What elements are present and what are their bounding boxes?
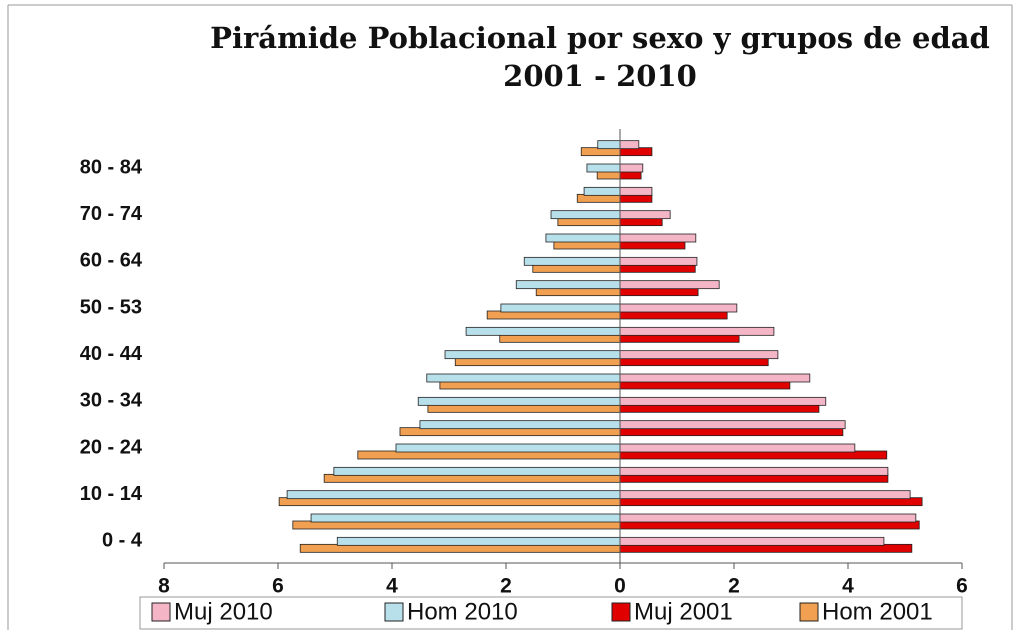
legend-swatch: [384, 602, 404, 622]
y-tick-label: 70 - 74: [80, 203, 143, 225]
bar: [619, 420, 846, 430]
bar: [619, 186, 653, 196]
bar: [619, 443, 856, 453]
bar: [619, 536, 885, 546]
y-tick-label: 0 - 4: [102, 530, 143, 552]
bar: [619, 396, 827, 406]
bar: [550, 210, 621, 220]
legend-swatch: [611, 602, 631, 622]
legend-label: Muj 2001: [634, 598, 733, 625]
bar: [619, 280, 720, 290]
legend-swatch: [799, 602, 819, 622]
bar: [619, 490, 911, 500]
bar: [619, 350, 779, 360]
legend-box: [139, 596, 963, 630]
x-tick-label: 8: [158, 575, 170, 598]
bar: [286, 490, 621, 500]
bar: [336, 536, 621, 546]
x-tick-label: 2: [728, 575, 740, 598]
bar: [619, 326, 775, 336]
bar: [545, 233, 621, 243]
x-tick-label: 6: [272, 575, 284, 598]
bar: [465, 326, 621, 336]
x-tick-label: 6: [956, 575, 968, 598]
x-tick-label: 0: [614, 575, 626, 598]
y-tick-label: 20 - 24: [80, 436, 143, 458]
y-tick-label: 80 - 84: [80, 156, 143, 178]
bar: [426, 373, 621, 383]
chart-title: Pirámide Poblacional por sexo y grupos d…: [210, 21, 990, 55]
bar: [444, 350, 621, 360]
y-tick-label: 10 - 14: [80, 483, 143, 505]
bar: [500, 303, 621, 313]
bar: [619, 303, 738, 313]
bar: [619, 140, 640, 150]
y-tick-label: 40 - 44: [80, 343, 143, 365]
bar: [619, 373, 811, 383]
legend-swatch: [151, 602, 171, 622]
legend-label: Muj 2010: [174, 598, 273, 625]
bar: [310, 513, 621, 523]
legend-label: Hom 2001: [822, 598, 933, 625]
bar: [597, 140, 621, 150]
x-tick-label: 2: [500, 575, 512, 598]
bar: [619, 210, 671, 220]
bar: [419, 420, 621, 430]
x-tick-label: 4: [386, 575, 398, 598]
bar: [619, 233, 697, 243]
bar: [515, 280, 621, 290]
chart-subtitle: 2001 - 2010: [503, 59, 697, 93]
legend-label: Hom 2010: [407, 598, 518, 625]
bar: [583, 186, 621, 196]
y-tick-label: 60 - 64: [80, 250, 143, 272]
bar: [417, 396, 621, 406]
bar: [619, 513, 917, 523]
bar: [523, 256, 621, 266]
x-tick-label: 4: [842, 575, 854, 598]
y-tick-label: 30 - 34: [80, 390, 143, 412]
bar: [619, 466, 889, 476]
bar: [333, 466, 621, 476]
bar: [619, 256, 698, 266]
bar: [586, 163, 621, 173]
bar: [395, 443, 621, 453]
bar: [619, 163, 644, 173]
y-tick-label: 50 - 53: [80, 296, 142, 318]
